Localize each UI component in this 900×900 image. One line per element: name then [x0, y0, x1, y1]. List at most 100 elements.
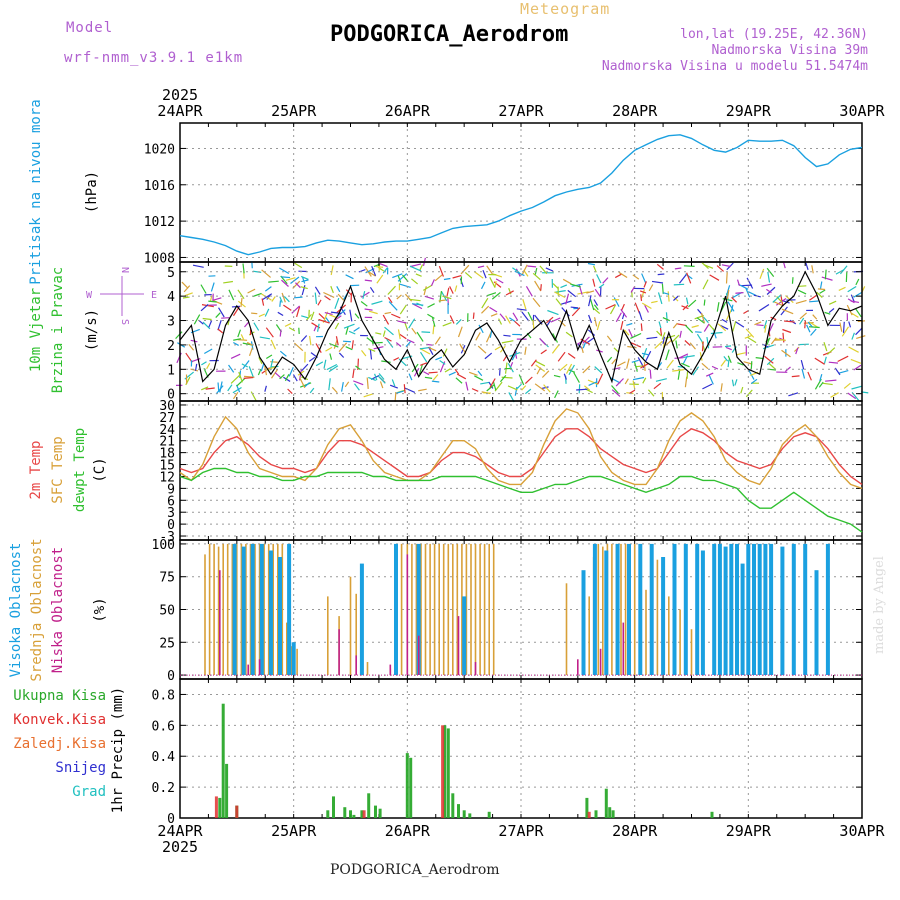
wind-arrow — [705, 372, 714, 377]
wind-arrow — [353, 380, 364, 386]
wind-arrow — [230, 353, 241, 359]
wind-arrow — [807, 371, 812, 381]
wind-arrow — [518, 374, 525, 386]
wind-arrow — [598, 283, 605, 289]
cloud-bar — [615, 543, 620, 675]
wind-arrow — [764, 324, 767, 333]
x-top-date-label: 29APR — [726, 102, 772, 120]
wind-arrow — [727, 355, 732, 364]
wind-arrow — [454, 368, 460, 375]
wind-arrow — [534, 267, 538, 275]
wind-arrow — [643, 362, 646, 371]
wind-arrow — [379, 381, 384, 389]
wind-arrow — [374, 373, 378, 381]
cloud-bar — [746, 543, 751, 675]
wind-arrow — [420, 362, 428, 366]
wind-arrow — [784, 320, 795, 323]
y-tick-label: 0 — [167, 388, 175, 403]
wind-arrow — [726, 285, 731, 296]
precip-bar — [405, 753, 409, 818]
wind-arrow — [377, 375, 386, 384]
wind-arrow — [494, 345, 502, 351]
cloud-bar — [470, 543, 472, 675]
wind-arrow — [736, 279, 741, 286]
wind-arrow — [738, 283, 749, 290]
wind-arrow — [409, 263, 422, 268]
y-tick-label: 25 — [159, 636, 175, 651]
wind-arrow — [495, 278, 504, 284]
wind-arrow — [424, 376, 433, 379]
wind-arrow — [617, 361, 626, 367]
wind-arrow — [737, 362, 744, 366]
wind-arrow — [725, 272, 728, 284]
cloud-bar — [429, 543, 431, 675]
model-run: wrf-nmm_v3.9.1 e1km — [64, 50, 244, 66]
wind-arrow — [478, 324, 484, 334]
wind-arrow — [540, 284, 542, 291]
wind-arrow — [525, 388, 532, 395]
wind-arrow — [560, 284, 568, 289]
wind-arrow — [683, 265, 695, 267]
wind-arrow — [371, 300, 383, 305]
wind-arrow — [853, 291, 863, 298]
wind-arrow — [576, 339, 585, 345]
wind-arrow — [428, 346, 437, 352]
precip-bar — [487, 811, 491, 818]
wind-arrow — [559, 319, 566, 327]
wind-arrow — [334, 297, 340, 310]
wind-arrow — [472, 312, 475, 319]
wind-arrow — [649, 369, 652, 379]
wind-arrow — [586, 290, 595, 294]
wind-arrow — [468, 371, 478, 376]
wind-arrow — [212, 299, 223, 305]
wind-arrow — [398, 333, 407, 340]
wind-arrow — [807, 321, 813, 328]
wind-arrow — [330, 265, 334, 276]
wind-arrow — [623, 329, 630, 336]
wind-arrow — [754, 321, 762, 326]
y-tick-label: 75 — [159, 571, 175, 586]
wind-arrow — [279, 350, 287, 357]
wind-arrow — [685, 297, 689, 305]
wind-arrow — [368, 376, 376, 382]
wind-arrow — [530, 359, 537, 367]
wind-arrow — [609, 377, 621, 384]
cloud-bar — [254, 543, 256, 675]
wind-arrow — [626, 358, 630, 369]
wind-arrow — [686, 272, 692, 284]
wind-arrow — [403, 387, 416, 393]
wind-arrow — [257, 368, 262, 376]
wind-arrow — [847, 298, 855, 304]
wind-arrow — [325, 317, 331, 323]
wind-arrow — [288, 327, 296, 332]
wind-arrow — [489, 330, 493, 338]
wind-arrow — [405, 341, 411, 348]
wind-arrow — [218, 307, 225, 318]
wind-arrow — [594, 317, 598, 327]
wind-arrow — [264, 365, 268, 376]
wind-arrow — [274, 372, 282, 379]
wind-arrow — [443, 277, 451, 281]
wind-arrow — [291, 305, 301, 314]
wind-arrow — [734, 379, 738, 386]
wind-arrow — [684, 376, 688, 388]
wind-arrow — [695, 331, 702, 333]
wind-arrow — [562, 278, 572, 285]
wind-arrow — [499, 374, 507, 383]
wind-arrow — [481, 297, 489, 309]
wind-arrow — [509, 317, 516, 322]
wind-arrow — [554, 291, 566, 299]
wind-arrow — [673, 283, 685, 286]
wind-arrow — [228, 289, 235, 301]
compass-west-label: W — [86, 290, 93, 301]
wind-arrow — [605, 304, 616, 310]
wind-arrow — [774, 338, 786, 341]
wind-arrow — [442, 348, 448, 357]
wind-arrow — [308, 356, 316, 362]
wind-arrow — [509, 352, 521, 357]
x-top-date-label: 26APR — [385, 102, 431, 120]
wind-arrow — [503, 334, 511, 337]
wind-arrow — [376, 274, 384, 284]
cloud-bar — [416, 543, 421, 675]
wind-arrow — [851, 385, 863, 390]
